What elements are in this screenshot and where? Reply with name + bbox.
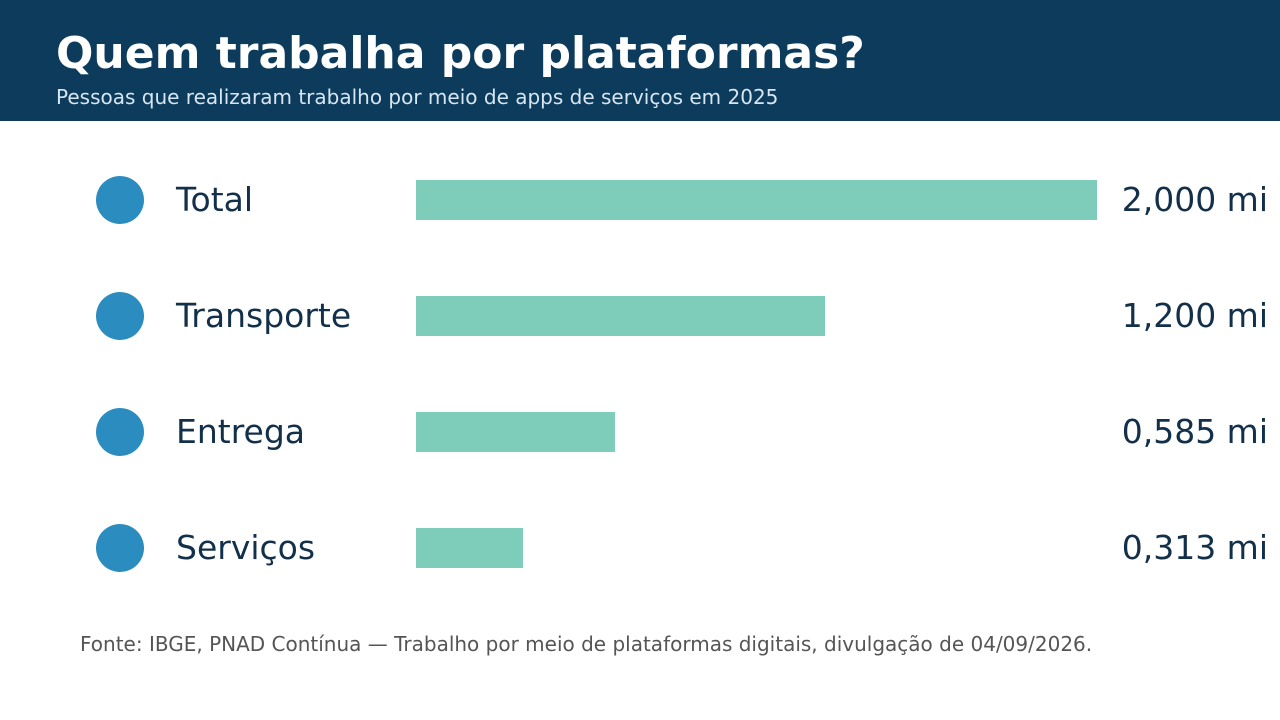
bar: [416, 412, 616, 452]
category-marker-dot: [96, 292, 144, 340]
category-label: Transporte: [176, 296, 352, 335]
value-label: 2,000 mi: [1121, 180, 1268, 219]
bar-row: Entrega 0,585 mi: [0, 392, 1280, 472]
value-label: 0,585 mi: [1121, 412, 1268, 451]
category-label: Serviços: [176, 528, 316, 567]
category-marker-dot: [96, 524, 144, 572]
category-marker-dot: [96, 176, 144, 224]
value-label: 1,200 mi: [1121, 296, 1268, 335]
bar: [416, 180, 1097, 220]
bar-row: Total 2,000 mi: [0, 160, 1280, 240]
bar-row: Transporte 1,200 mi: [0, 276, 1280, 356]
category-marker-dot: [96, 408, 144, 456]
value-label: 0,313 mi: [1121, 528, 1268, 567]
source-note: Fonte: IBGE, PNAD Contínua — Trabalho po…: [80, 632, 1093, 656]
chart-title: Quem trabalha por plataformas?: [56, 28, 865, 79]
bar-row: Serviços 0,313 mi: [0, 508, 1280, 588]
bar: [416, 528, 523, 568]
category-label: Entrega: [176, 412, 306, 451]
bar: [416, 296, 825, 336]
header-banner: Quem trabalha por plataformas? Pessoas q…: [0, 0, 1280, 121]
chart-subtitle: Pessoas que realizaram trabalho por meio…: [56, 85, 779, 109]
category-label: Total: [176, 180, 254, 219]
